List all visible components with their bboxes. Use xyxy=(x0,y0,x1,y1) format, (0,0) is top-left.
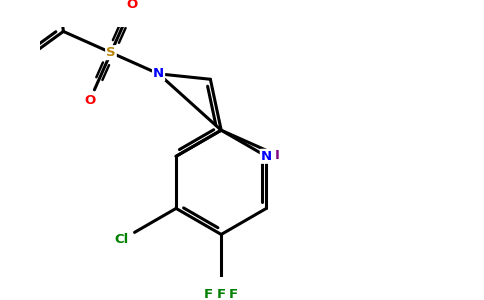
Text: F: F xyxy=(204,288,213,300)
Text: I: I xyxy=(274,148,280,162)
Text: S: S xyxy=(106,46,116,59)
Text: F: F xyxy=(217,288,226,300)
Text: N: N xyxy=(261,150,272,163)
Text: O: O xyxy=(127,0,138,11)
Text: O: O xyxy=(84,94,95,107)
Text: N: N xyxy=(153,67,164,80)
Text: F: F xyxy=(229,288,238,300)
Text: Cl: Cl xyxy=(115,233,129,246)
